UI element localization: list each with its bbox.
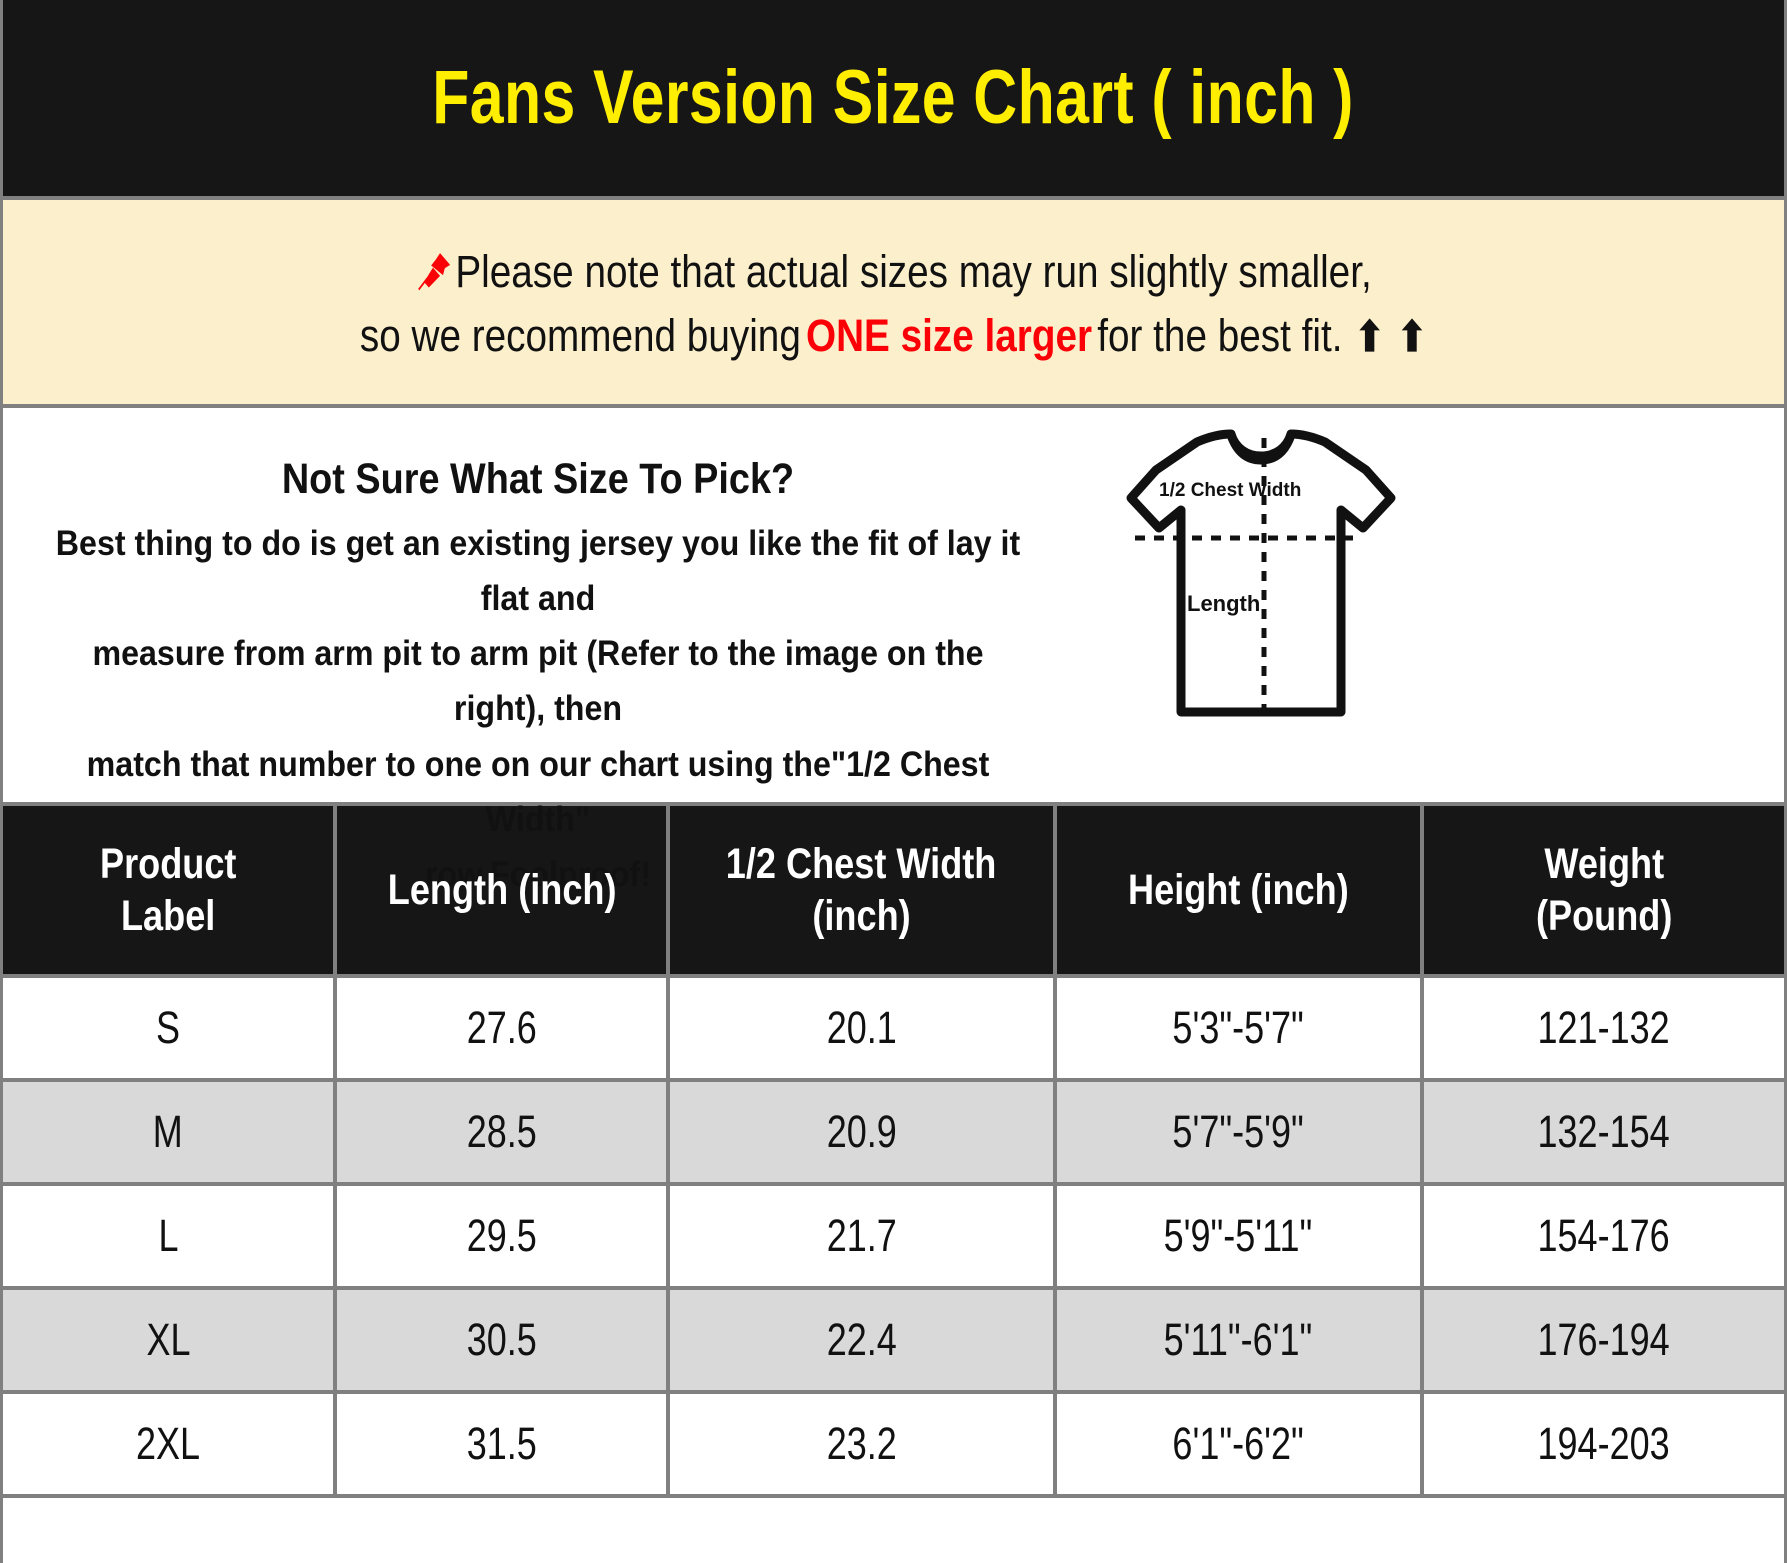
notice-line-2: so we recommend buying ONE size larger f… [360,304,1427,368]
sizing-help-heading: Not Sure What Size To Pick? [281,455,795,503]
notice-banner: Please note that actual sizes may run sl… [3,196,1784,408]
table-row: XL 30.5 22.4 5'11"-6'1" 176-194 [3,1288,1784,1394]
cell-height: 5'9"-5'11" [1054,1184,1424,1290]
cell-chest-width: 21.7 [668,1184,1057,1290]
cell-product-label: S [3,976,338,1082]
arrow-up-icon-2: ⬆ [1396,313,1428,360]
cell-length: 30.5 [335,1288,671,1394]
cell-weight: 132-154 [1421,1080,1784,1186]
chart-title-band: Fans Version Size Chart ( inch ) [3,0,1784,196]
notice-text-1: Please note that actual sizes may run sl… [455,246,1372,298]
cell-length: 29.5 [335,1184,671,1290]
table-row: S 27.6 20.1 5'3"-5'7" 121-132 [3,976,1784,1082]
cell-height: 5'7"-5'9" [1054,1080,1424,1186]
column-header-chest-width: 1/2 Chest Width (inch) [668,806,1057,978]
cell-chest-width: 20.1 [668,976,1057,1082]
size-table-body: S 27.6 20.1 5'3"-5'7" 121-132 M 28.5 20.… [3,976,1784,1498]
diagram-label-chest-width: 1/2 Chest Width [1159,480,1302,501]
cell-length: 28.5 [335,1080,671,1186]
table-row: 2XL 31.5 23.2 6'1"-6'2" 194-203 [3,1392,1784,1498]
notice-line-1: Please note that actual sizes may run sl… [416,240,1372,304]
column-header-product-label: Product Label [3,806,338,978]
sizing-help-body-line-1: Best thing to do is get an existing jers… [55,523,1021,618]
sizing-help-text: Not Sure What Size To Pick? Best thing t… [3,408,1073,894]
cell-product-label: M [3,1080,338,1186]
sizing-help-body: Best thing to do is get an existing jers… [55,516,1021,903]
cell-weight: 194-203 [1421,1392,1784,1498]
cell-height: 5'11"-6'1" [1054,1288,1424,1394]
sizing-help-body-line-3: match that number to one on our chart us… [86,744,990,840]
arrow-up-icon-1: ⬆ [1354,313,1385,360]
column-header-length: Length (inch) [335,806,671,978]
cell-weight: 176-194 [1421,1288,1784,1394]
table-header-row: Product Label Length (inch) 1/2 Chest Wi… [3,806,1784,978]
cell-length: 31.5 [335,1392,671,1498]
cell-height: 5'3"-5'7" [1054,976,1424,1082]
cell-weight: 154-176 [1421,1184,1784,1290]
cell-chest-width: 23.2 [668,1392,1057,1498]
sizing-help-diagram-area: 1/2 Chest Width Length [1073,408,1784,802]
size-table-header: Product Label Length (inch) 1/2 Chest Wi… [3,806,1784,978]
page-title: Fans Version Size Chart ( inch ) [432,55,1355,140]
sizing-help-body-line-4: row.Foolproof! [425,855,651,895]
table-row: M 28.5 20.9 5'7"-5'9" 132-154 [3,1080,1784,1186]
cell-chest-width: 22.4 [668,1288,1057,1394]
column-header-height: Height (inch) [1054,806,1424,978]
sizing-help-section: Not Sure What Size To Pick? Best thing t… [3,408,1784,894]
table-row: L 29.5 21.7 5'9"-5'11" 154-176 [3,1184,1784,1290]
notice-text-2-before: so we recommend buying [359,310,801,361]
cell-chest-width: 20.9 [668,1080,1057,1186]
pushpin-icon [416,246,454,291]
cell-product-label: XL [3,1288,338,1394]
cell-product-label: 2XL [3,1392,338,1498]
diagram-label-length: Length [1187,591,1261,616]
cell-weight: 121-132 [1421,976,1784,1082]
cell-length: 27.6 [335,976,671,1082]
column-header-weight: Weight (Pound) [1421,806,1784,978]
tshirt-diagram: 1/2 Chest Width Length [1101,426,1421,726]
sizing-help-body-line-2: measure from arm pit to arm pit (Refer t… [92,634,984,729]
size-table: Product Label Length (inch) 1/2 Chest Wi… [3,806,1784,1498]
notice-emphasis: ONE size larger [806,310,1093,361]
cell-product-label: L [3,1184,338,1290]
cell-height: 6'1"-6'2" [1054,1392,1424,1498]
notice-text-2-after: for the best fit. [1097,310,1343,361]
